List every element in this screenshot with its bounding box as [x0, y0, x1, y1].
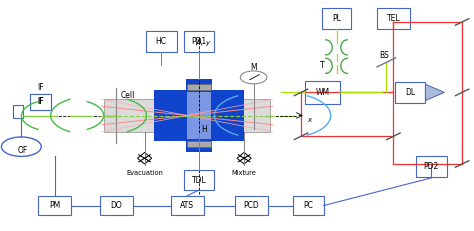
FancyBboxPatch shape — [187, 141, 211, 147]
Text: PL: PL — [332, 14, 341, 23]
Text: TEL: TEL — [387, 14, 400, 23]
FancyBboxPatch shape — [183, 170, 214, 190]
FancyBboxPatch shape — [187, 84, 211, 90]
FancyBboxPatch shape — [146, 31, 176, 52]
Text: Cell: Cell — [121, 91, 135, 100]
FancyBboxPatch shape — [186, 141, 212, 152]
Text: IF: IF — [37, 83, 44, 92]
Text: PM: PM — [49, 201, 60, 210]
Text: Mixture: Mixture — [232, 170, 256, 176]
Text: y: y — [205, 40, 209, 46]
Text: Evacuation: Evacuation — [126, 170, 163, 176]
Text: TDL: TDL — [191, 176, 207, 185]
Text: IF: IF — [37, 97, 44, 106]
Text: DL: DL — [405, 88, 415, 97]
Text: PCD: PCD — [243, 201, 259, 210]
FancyBboxPatch shape — [171, 196, 204, 215]
Text: T: T — [320, 61, 325, 70]
Text: H: H — [201, 125, 207, 134]
FancyBboxPatch shape — [29, 94, 51, 110]
FancyBboxPatch shape — [104, 99, 270, 132]
Text: WM: WM — [315, 88, 329, 97]
Text: DO: DO — [110, 201, 122, 210]
FancyBboxPatch shape — [186, 90, 212, 141]
Text: HC: HC — [155, 37, 167, 46]
FancyBboxPatch shape — [377, 8, 410, 29]
FancyBboxPatch shape — [13, 105, 23, 118]
Text: M: M — [250, 63, 257, 72]
FancyBboxPatch shape — [235, 196, 268, 215]
Text: OF: OF — [17, 146, 27, 155]
FancyBboxPatch shape — [186, 79, 212, 90]
Text: ATS: ATS — [180, 201, 194, 210]
Text: x: x — [307, 117, 311, 123]
FancyBboxPatch shape — [29, 94, 51, 110]
FancyBboxPatch shape — [293, 196, 324, 215]
Text: PD2: PD2 — [424, 162, 439, 171]
FancyBboxPatch shape — [304, 81, 340, 104]
Text: PD1: PD1 — [191, 37, 207, 46]
Text: BS: BS — [379, 51, 389, 60]
FancyBboxPatch shape — [154, 90, 186, 141]
FancyBboxPatch shape — [38, 196, 71, 215]
Text: IF: IF — [37, 97, 44, 106]
FancyBboxPatch shape — [187, 92, 210, 139]
Text: PC: PC — [303, 201, 313, 210]
Polygon shape — [425, 84, 444, 100]
FancyBboxPatch shape — [416, 156, 447, 177]
FancyBboxPatch shape — [212, 90, 244, 141]
FancyBboxPatch shape — [394, 82, 425, 103]
FancyBboxPatch shape — [183, 31, 214, 52]
FancyBboxPatch shape — [100, 196, 133, 215]
FancyBboxPatch shape — [322, 8, 351, 29]
